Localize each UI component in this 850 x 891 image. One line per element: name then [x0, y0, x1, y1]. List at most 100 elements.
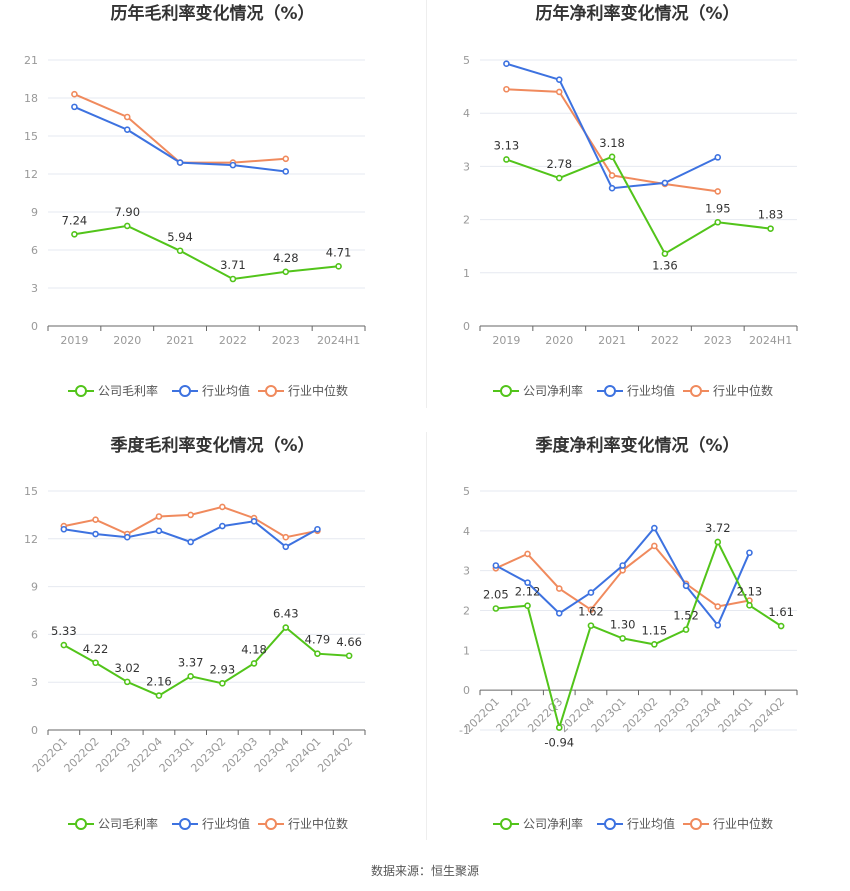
y-tick-label: 9 — [31, 206, 38, 219]
data-label: 4.71 — [326, 245, 352, 259]
y-tick-label: 1 — [463, 644, 470, 657]
y-tick-label: 1 — [463, 267, 470, 280]
data-point-company — [187, 673, 194, 680]
data-label: 5.33 — [51, 624, 77, 638]
data-point-median — [219, 503, 226, 511]
legend-marker-median — [265, 818, 277, 830]
data-point-company — [503, 156, 510, 163]
data-label: 2.78 — [546, 157, 572, 171]
x-tick-label: 2024Q2 — [747, 695, 787, 735]
data-point-company — [92, 659, 99, 667]
x-tick-label: 2024H1 — [749, 334, 792, 347]
data-point-company — [714, 538, 722, 546]
y-tick-label: 9 — [31, 581, 38, 594]
data-point-company — [250, 660, 258, 667]
data-point-company — [282, 624, 290, 631]
data-point-company — [60, 641, 68, 649]
data-point-avg — [746, 549, 753, 557]
data-label: 4.28 — [273, 251, 299, 265]
legend-marker-median — [690, 818, 702, 830]
data-point-company — [555, 724, 563, 731]
x-tick-label: 2021 — [166, 334, 194, 347]
data-point-avg — [619, 562, 626, 569]
data-label: 1.36 — [652, 259, 678, 273]
quarterly-gross-margin-svg: 季度毛利率变化情况（%）036912152022Q12022Q22022Q320… — [24, 435, 366, 831]
y-tick-label: 4 — [463, 525, 470, 538]
quarterly-gross-margin-chart: 季度毛利率变化情况（%） 0 3 6 9 12 15 2022Q1 2022Q2 2022Q3 20… — [0, 432, 425, 862]
data-point-median — [187, 511, 194, 519]
data-point-company — [619, 635, 626, 642]
data-point-company — [492, 605, 500, 612]
legend-label-company: 公司毛利率 — [98, 383, 158, 398]
data-point-company — [219, 680, 226, 687]
y-tick-label: 2 — [463, 214, 470, 227]
data-point-company — [682, 626, 690, 633]
y-tick-label: 0 — [31, 724, 38, 737]
y-tick-label: 0 — [31, 320, 38, 333]
annual-gross-margin-chart: 历年毛利率变化情况（%） 0 3 6 9 12 15 18 21 2019 2020 2021 2022… — [0, 0, 425, 430]
series-line-median — [495, 544, 750, 612]
quarterly-net-title: 季度净利率变化情况（%） — [535, 435, 739, 456]
data-label: 4.22 — [83, 642, 109, 656]
data-label: 3.71 — [220, 258, 246, 272]
legend-label-avg: 行业均值 — [627, 383, 675, 398]
data-point-company — [767, 225, 774, 232]
y-tick-label: 6 — [31, 244, 38, 257]
series-line-company — [74, 224, 339, 281]
data-point-company — [123, 222, 131, 230]
data-label: 1.30 — [610, 617, 636, 631]
data-point-avg — [282, 543, 290, 551]
data-point-median — [282, 155, 290, 163]
data-point-company — [123, 678, 131, 686]
data-point-avg — [524, 579, 531, 586]
data-label: 1.83 — [758, 208, 784, 222]
data-point-avg — [282, 168, 290, 175]
legend-marker-company — [500, 385, 512, 397]
legend-label-avg: 行业均值 — [627, 816, 675, 831]
legend-label-avg: 行业均值 — [202, 816, 250, 831]
y-tick-label: 4 — [463, 107, 470, 120]
data-label: 2.16 — [146, 675, 172, 689]
legend-marker-avg — [179, 818, 191, 830]
data-label: -0.94 — [544, 736, 574, 750]
x-tick-label: 2020 — [113, 334, 141, 347]
data-label: 1.95 — [705, 201, 731, 215]
data-point-avg — [219, 522, 226, 530]
data-label: 7.24 — [62, 213, 88, 227]
data-point-avg — [71, 103, 78, 111]
data-point-avg — [314, 525, 321, 533]
data-point-company — [345, 652, 353, 660]
data-point-avg — [503, 60, 510, 68]
data-point-median — [587, 606, 595, 614]
x-tick-label: 2022 — [651, 334, 679, 347]
data-label: 1.52 — [673, 609, 699, 623]
data-point-company — [229, 275, 237, 283]
data-label: 1.15 — [642, 623, 668, 637]
data-label: 4.18 — [241, 642, 267, 656]
data-label: 4.66 — [336, 635, 362, 649]
data-point-avg — [229, 161, 237, 169]
x-tick-label: 2023 — [272, 334, 300, 347]
data-point-avg — [60, 525, 68, 533]
x-tick-label: 2019 — [492, 334, 520, 347]
data-point-avg — [682, 582, 690, 590]
data-point-company — [176, 247, 184, 255]
data-point-avg — [176, 159, 184, 166]
legend-label-median: 行业中位数 — [713, 383, 773, 398]
panel-divider-top — [426, 0, 427, 408]
data-point-company — [524, 602, 531, 610]
data-label: 1.62 — [578, 605, 604, 619]
data-point-company — [777, 622, 785, 630]
data-point-median — [123, 113, 131, 121]
y-tick-label: 6 — [31, 628, 38, 641]
data-point-median — [714, 603, 722, 610]
data-point-median — [524, 550, 531, 558]
data-point-company — [314, 650, 321, 657]
y-tick-label: 2 — [463, 605, 470, 618]
data-point-avg — [187, 538, 194, 546]
annual-net-title: 历年净利率变化情况（%） — [535, 3, 739, 24]
legend-label-median: 行业中位数 — [713, 816, 773, 831]
y-tick-label: 0 — [463, 684, 470, 697]
annual-gross-title: 历年毛利率变化情况（%） — [110, 3, 314, 24]
data-point-median — [714, 188, 722, 195]
